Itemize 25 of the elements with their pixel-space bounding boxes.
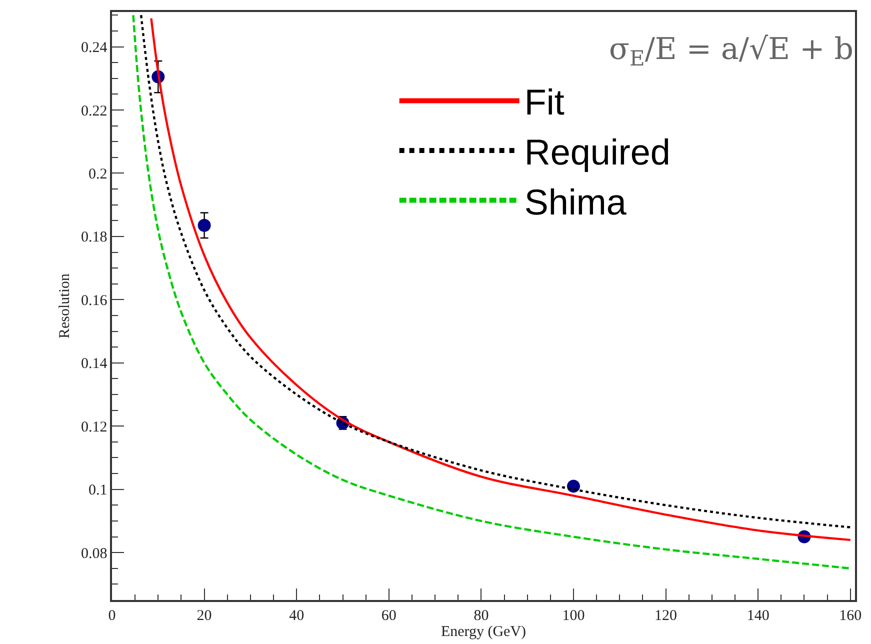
x-tick-label: 20 bbox=[196, 608, 212, 624]
x-axis-title: Energy (GeV) bbox=[440, 624, 526, 640]
x-tick-label: 120 bbox=[654, 608, 678, 624]
legend-label: Required bbox=[524, 132, 670, 173]
x-tick-label: 0 bbox=[108, 608, 116, 624]
legend-label: Fit bbox=[524, 82, 564, 123]
point bbox=[198, 218, 211, 232]
x-tick-label: 160 bbox=[839, 608, 862, 624]
y-tick-label: 0.16 bbox=[81, 292, 108, 309]
annotation: σ$_{E}$/E = a/√E + b bbox=[609, 32, 854, 70]
y-tick-label: 0.12 bbox=[81, 419, 108, 436]
x-tick-label: 140 bbox=[746, 608, 770, 624]
x-tick-label: 40 bbox=[289, 608, 304, 624]
x-tick-label: 100 bbox=[562, 608, 585, 624]
x-tick-label: 60 bbox=[381, 608, 396, 624]
x-tick-label: 80 bbox=[474, 608, 489, 624]
y-tick-label: 0.24 bbox=[81, 40, 108, 56]
y-tick-label: 0.08 bbox=[81, 546, 108, 562]
y-tick-label: 0.2 bbox=[88, 166, 108, 182]
y-tick-label: 0.1 bbox=[88, 482, 108, 499]
y-axis-title: Resolution bbox=[56, 273, 73, 339]
y-tick-label: 0.22 bbox=[81, 103, 108, 120]
y-tick-label: 0.18 bbox=[81, 230, 108, 246]
legend-label: Shima bbox=[524, 181, 628, 222]
y-tick-label: 0.14 bbox=[81, 356, 108, 372]
